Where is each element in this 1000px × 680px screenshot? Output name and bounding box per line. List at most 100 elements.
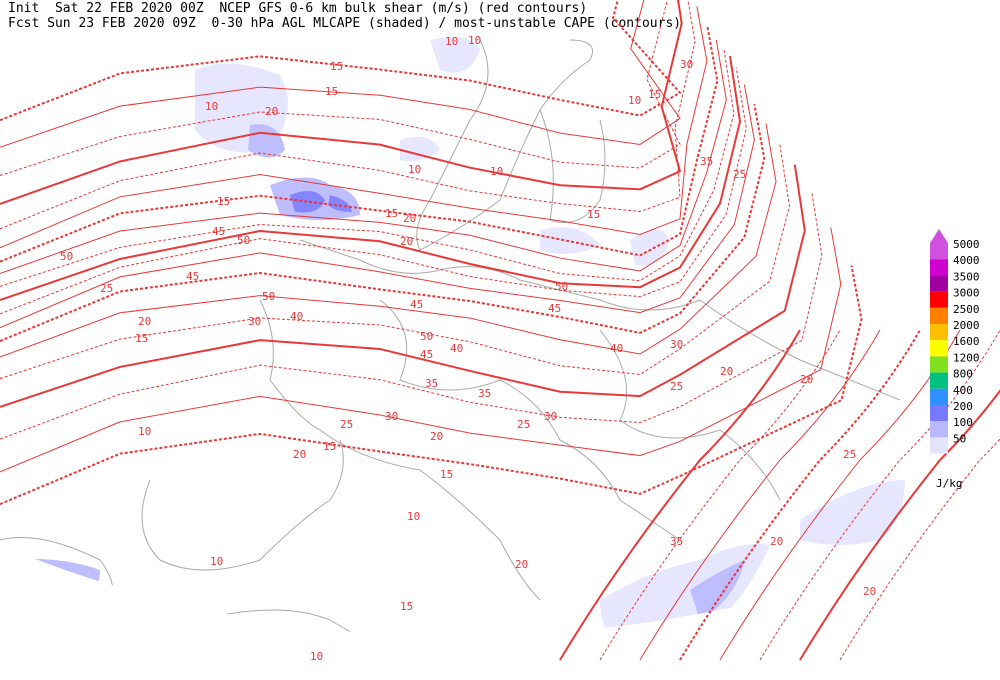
legend-label: 200	[953, 400, 973, 413]
contour-line	[799, 389, 1000, 661]
legend-swatch	[930, 259, 948, 276]
contour-label: 10	[205, 100, 218, 113]
contour-line	[0, 164, 806, 408]
legend-swatch	[930, 324, 948, 341]
contour-label: 10	[468, 34, 481, 47]
contour-label: 30	[544, 410, 557, 423]
header-line: Fcst Sun 23 FEB 2020 09Z 0-30 hPa AGL ML…	[8, 16, 682, 31]
legend-swatch	[930, 372, 948, 389]
contour-label: 15	[135, 332, 148, 345]
contour-line	[0, 84, 755, 329]
contour-label: 45	[186, 270, 199, 283]
contour-label: 15	[587, 208, 600, 221]
border	[259, 299, 541, 601]
contour-label: 20	[515, 558, 528, 571]
legend-label: 100	[953, 416, 973, 429]
contour-line	[0, 0, 696, 230]
legend-label: 4000	[953, 254, 980, 267]
legend-label: 3000	[953, 287, 980, 300]
contour-label: 35	[478, 387, 491, 400]
contour-label: 10	[490, 165, 503, 178]
legend-label: 400	[953, 384, 973, 397]
contour-label: 40	[610, 342, 623, 355]
legend-label: 2000	[953, 319, 980, 332]
contour-label: 10	[138, 425, 151, 438]
contour-label: 10	[407, 510, 420, 523]
legend-swatch	[930, 243, 948, 260]
contour-line	[0, 56, 742, 301]
contour-label: 15	[400, 600, 413, 613]
contour-line	[0, 192, 823, 440]
contour-label: 20	[403, 212, 416, 225]
contour-label: 15	[648, 88, 661, 101]
contour-label: 50	[420, 330, 433, 343]
legend: 5000 4000 3500 3000 2500 2000 1600 1200 800 400 20…	[930, 229, 980, 490]
contour-label: 50	[60, 250, 73, 263]
legend-swatch	[930, 437, 948, 454]
legend-label: 2500	[953, 303, 980, 316]
contour-label: 45	[420, 348, 433, 361]
contour-label: 45	[212, 225, 225, 238]
contour-label: 10	[445, 35, 458, 48]
contour-line	[0, 227, 842, 473]
contour-line	[0, 39, 727, 275]
contour-label: 35	[700, 155, 713, 168]
contour-line	[0, 25, 719, 263]
contour-label: 15	[325, 85, 338, 98]
border	[299, 239, 901, 401]
contour-label: 50	[237, 234, 250, 247]
contour-label: 35	[425, 377, 438, 390]
contour-label: 20	[800, 373, 813, 386]
contour-label: 40	[290, 310, 303, 323]
legend-label: 1200	[953, 351, 980, 364]
contour-line	[559, 329, 801, 661]
coastline	[539, 109, 606, 223]
contour-label: 25	[100, 282, 113, 295]
contour-line	[759, 329, 1000, 661]
legend-arrow	[930, 229, 948, 243]
contour-label: 15	[323, 440, 336, 453]
contour-labels: 10 15 20 10 15 30 15 10 35 25 15 20 45 50 50 25 20 15 45 50…	[60, 34, 876, 663]
contour-line	[0, 123, 777, 358]
contour-label: 50	[555, 280, 568, 293]
border	[599, 329, 781, 501]
contour-label: 20	[400, 235, 413, 248]
contour-label: 20	[863, 585, 876, 598]
contour-line	[0, 103, 766, 342]
contour-label: 45	[410, 298, 423, 311]
contour-label: 30	[385, 410, 398, 423]
legend-label: 3500	[953, 270, 980, 283]
contour-line	[0, 0, 681, 148]
legend-swatch	[930, 388, 948, 405]
contour-label: 20	[138, 315, 151, 328]
contour-label: 25	[340, 418, 353, 431]
contour-label: 20	[430, 430, 443, 443]
contour-label: 20	[293, 448, 306, 461]
contour-label: 40	[450, 342, 463, 355]
border	[379, 299, 681, 541]
legend-swatch	[930, 340, 948, 357]
contour-line	[679, 329, 921, 661]
contour-label: 20	[720, 365, 733, 378]
legend-swatch	[930, 275, 948, 292]
contour-line	[0, 142, 791, 380]
contour-label: 30	[670, 338, 683, 351]
legend-label: 1600	[953, 335, 980, 348]
contour-label: 25	[843, 448, 856, 461]
contour-line	[0, 265, 863, 506]
contour-label: 15	[217, 195, 230, 208]
legend-swatch	[930, 291, 948, 308]
legend-swatch	[930, 356, 948, 373]
shear-contours	[0, 0, 1000, 661]
contour-label: 25	[733, 168, 746, 181]
contour-label: 10	[210, 555, 223, 568]
contour-line	[0, 0, 683, 205]
contour-line	[0, 0, 681, 177]
coastline	[416, 39, 593, 251]
header-line: Init Sat 22 FEB 2020 00Z NCEP GFS 0-6 km…	[8, 1, 588, 16]
contour-label: 15	[330, 60, 343, 73]
contour-label: 20	[770, 535, 783, 548]
contour-label: 45	[548, 302, 561, 315]
